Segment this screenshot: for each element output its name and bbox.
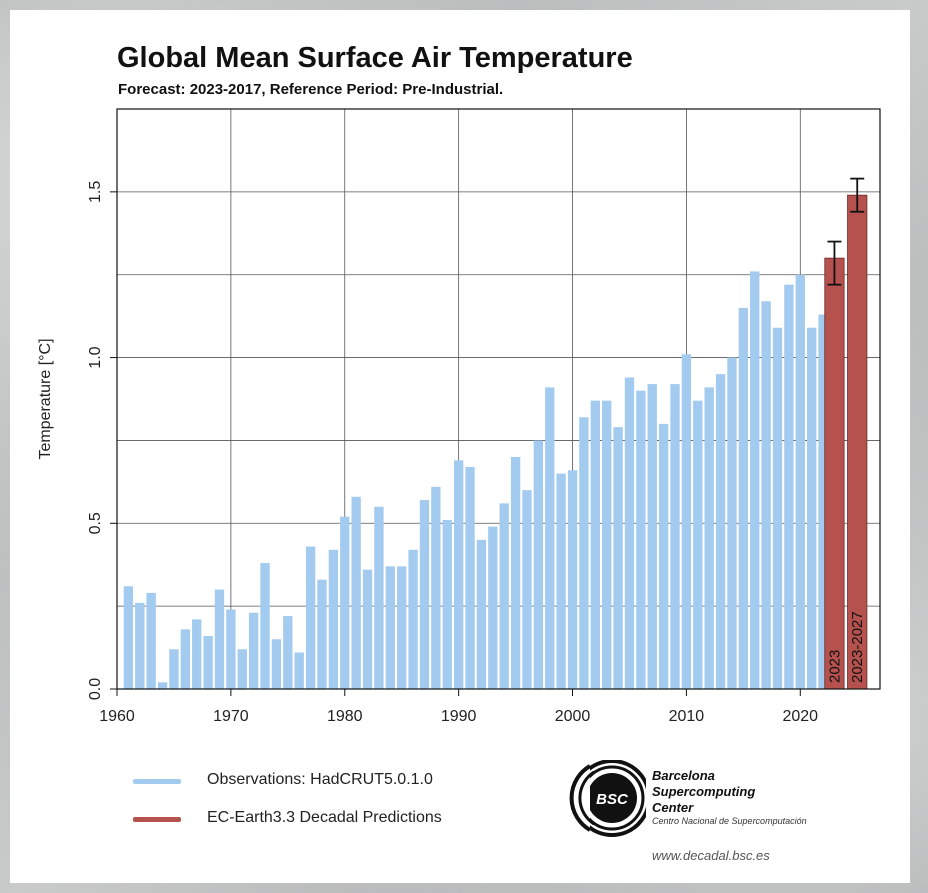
observation-bar (510, 457, 521, 689)
observation-bar (693, 400, 703, 689)
observation-bar (123, 586, 134, 689)
observation-bar (271, 639, 282, 689)
observation-bar (385, 566, 395, 689)
observation-bar (795, 274, 805, 689)
observation-bar (476, 539, 487, 689)
legend-label-predictions: EC-Earth3.3 Decadal Predictions (207, 809, 442, 826)
x-tick-label: 2020 (782, 708, 818, 725)
observation-bar (579, 417, 589, 689)
y-tick-label: 0.5 (87, 512, 104, 534)
observation-bar (784, 284, 794, 689)
observation-bar (624, 377, 635, 689)
observation-bar (260, 563, 270, 689)
observation-bar (408, 549, 418, 689)
observation-bar (704, 387, 714, 689)
observation-bar (169, 649, 179, 689)
observation-bar (658, 423, 669, 689)
observation-bar (283, 616, 293, 689)
observation-bar (203, 635, 213, 689)
observation-bar (533, 440, 544, 689)
bsc-name-line3: Center (652, 800, 694, 815)
bsc-url: www.decadal.bsc.es (652, 848, 770, 863)
chart-panel (10, 10, 910, 883)
bsc-mark-text: BSC (596, 791, 629, 808)
observation-bar (772, 327, 783, 689)
observation-bar (681, 354, 692, 689)
observation-bar (328, 549, 339, 689)
observation-bar (442, 519, 452, 689)
observation-bar (214, 589, 225, 689)
x-tick-label: 2000 (555, 708, 591, 725)
prediction-bar-label: 2023 (826, 650, 843, 683)
observation-bar (499, 503, 509, 689)
observation-bar (567, 470, 578, 689)
observation-bar (135, 602, 145, 689)
observation-bar (157, 682, 168, 689)
observation-bar (351, 496, 361, 689)
plot-frame (116, 108, 881, 690)
observation-bar (397, 566, 407, 689)
observation-bar (340, 516, 350, 689)
observation-bar (294, 652, 304, 689)
x-tick-label: 2010 (669, 708, 705, 725)
prediction-bar (824, 257, 845, 690)
observation-bar (613, 427, 623, 689)
observation-bar (602, 400, 612, 689)
y-tick-label: 1.5 (87, 181, 104, 203)
observation-bar (488, 526, 498, 689)
prediction-bars-layer: 2023 2023-2027 (824, 177, 868, 690)
observation-bar (715, 374, 726, 689)
y-tick-label: 1.0 (87, 346, 104, 368)
observation-bar (431, 486, 441, 689)
bsc-name-line2: Supercomputing (652, 784, 756, 799)
observation-bar (761, 301, 771, 689)
observation-bar (419, 500, 430, 689)
prediction-bar-label: 2023-2027 (849, 611, 866, 683)
x-tick-label: 1990 (441, 708, 477, 725)
observation-bar (237, 649, 247, 689)
observation-bar (522, 490, 532, 689)
observation-bar (362, 569, 373, 689)
bsc-name-line1: Barcelona (652, 768, 715, 783)
observation-bar (647, 384, 657, 689)
bsc-emblem-icon: BSC (568, 760, 646, 840)
observation-bar (453, 460, 464, 689)
x-tick-label: 1970 (213, 708, 249, 725)
observation-bar (248, 612, 259, 689)
observation-bar (636, 390, 646, 689)
observation-bar (192, 619, 202, 689)
axes: 1960 1970 1980 1990 2000 2010 2020 0.0 0.5 1.0 1.5 (87, 181, 818, 725)
legend-swatch-observations (133, 779, 181, 784)
bsc-logo: BSC Barcelona Supercomputing Center Cent… (566, 760, 866, 870)
observation-bar (305, 546, 316, 689)
observation-bar (465, 466, 475, 689)
y-axis-label: Temperature [°C] (37, 338, 54, 459)
observation-bar (545, 387, 555, 689)
bsc-subtitle: Centro Nacional de Supercomputación (652, 816, 807, 826)
observation-bar (727, 357, 737, 689)
observation-bar (750, 271, 760, 689)
legend-swatch-predictions (133, 817, 181, 822)
bars-layer (123, 271, 828, 689)
observation-bar (556, 473, 566, 689)
legend-label-observations: Observations: HadCRUT5.0.1.0 (207, 771, 433, 788)
observation-bar (738, 307, 749, 689)
chart-title: Global Mean Surface Air Temperature (117, 42, 633, 74)
observation-bar (374, 506, 384, 689)
x-tick-label: 1960 (99, 708, 135, 725)
x-tick-label: 1980 (327, 708, 363, 725)
observation-bar (590, 400, 600, 689)
observation-bar (317, 579, 327, 689)
observation-bar (180, 629, 190, 689)
observation-bar (146, 592, 156, 689)
observation-bar (670, 384, 680, 689)
observation-bar (807, 327, 817, 689)
observation-bar (226, 609, 236, 689)
y-tick-label: 0.0 (87, 678, 104, 700)
observation-bar (818, 314, 828, 689)
chart-subtitle: Forecast: 2023-2017, Reference Period: P… (118, 81, 504, 98)
